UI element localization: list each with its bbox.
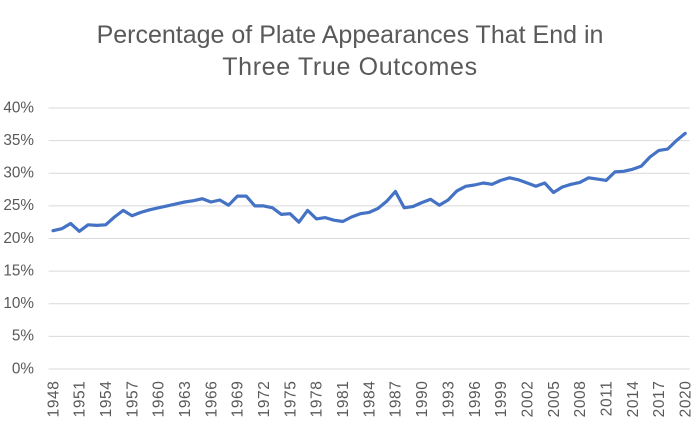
svg-text:20%: 20% <box>3 230 34 247</box>
svg-text:1951: 1951 <box>72 381 89 418</box>
svg-text:1996: 1996 <box>467 381 484 418</box>
svg-text:2017: 2017 <box>651 381 668 418</box>
svg-text:1993: 1993 <box>440 381 457 418</box>
svg-text:5%: 5% <box>12 328 35 345</box>
svg-text:2005: 2005 <box>546 381 563 418</box>
svg-text:40%: 40% <box>3 99 34 116</box>
svg-text:1984: 1984 <box>361 381 378 418</box>
svg-text:1999: 1999 <box>493 381 510 418</box>
svg-text:1975: 1975 <box>282 381 299 418</box>
svg-text:1954: 1954 <box>98 381 115 418</box>
svg-text:2020: 2020 <box>677 381 694 418</box>
svg-text:1963: 1963 <box>177 381 194 418</box>
svg-text:1966: 1966 <box>203 381 220 418</box>
svg-text:1969: 1969 <box>230 381 247 418</box>
svg-text:1978: 1978 <box>309 381 326 418</box>
svg-text:1972: 1972 <box>256 381 273 418</box>
svg-text:30%: 30% <box>3 165 34 182</box>
svg-text:2014: 2014 <box>625 381 642 418</box>
svg-text:2008: 2008 <box>572 381 589 418</box>
svg-text:1990: 1990 <box>414 381 431 418</box>
svg-text:1981: 1981 <box>335 381 352 418</box>
svg-text:0%: 0% <box>12 360 35 377</box>
svg-text:2011: 2011 <box>598 381 615 417</box>
svg-text:1987: 1987 <box>388 381 405 418</box>
svg-text:25%: 25% <box>3 197 34 214</box>
svg-text:1957: 1957 <box>124 381 141 418</box>
svg-text:15%: 15% <box>3 262 34 279</box>
svg-text:1948: 1948 <box>45 381 62 418</box>
svg-text:1960: 1960 <box>151 381 168 418</box>
svg-text:35%: 35% <box>3 132 34 149</box>
svg-text:2002: 2002 <box>519 381 536 418</box>
svg-text:10%: 10% <box>3 295 34 312</box>
